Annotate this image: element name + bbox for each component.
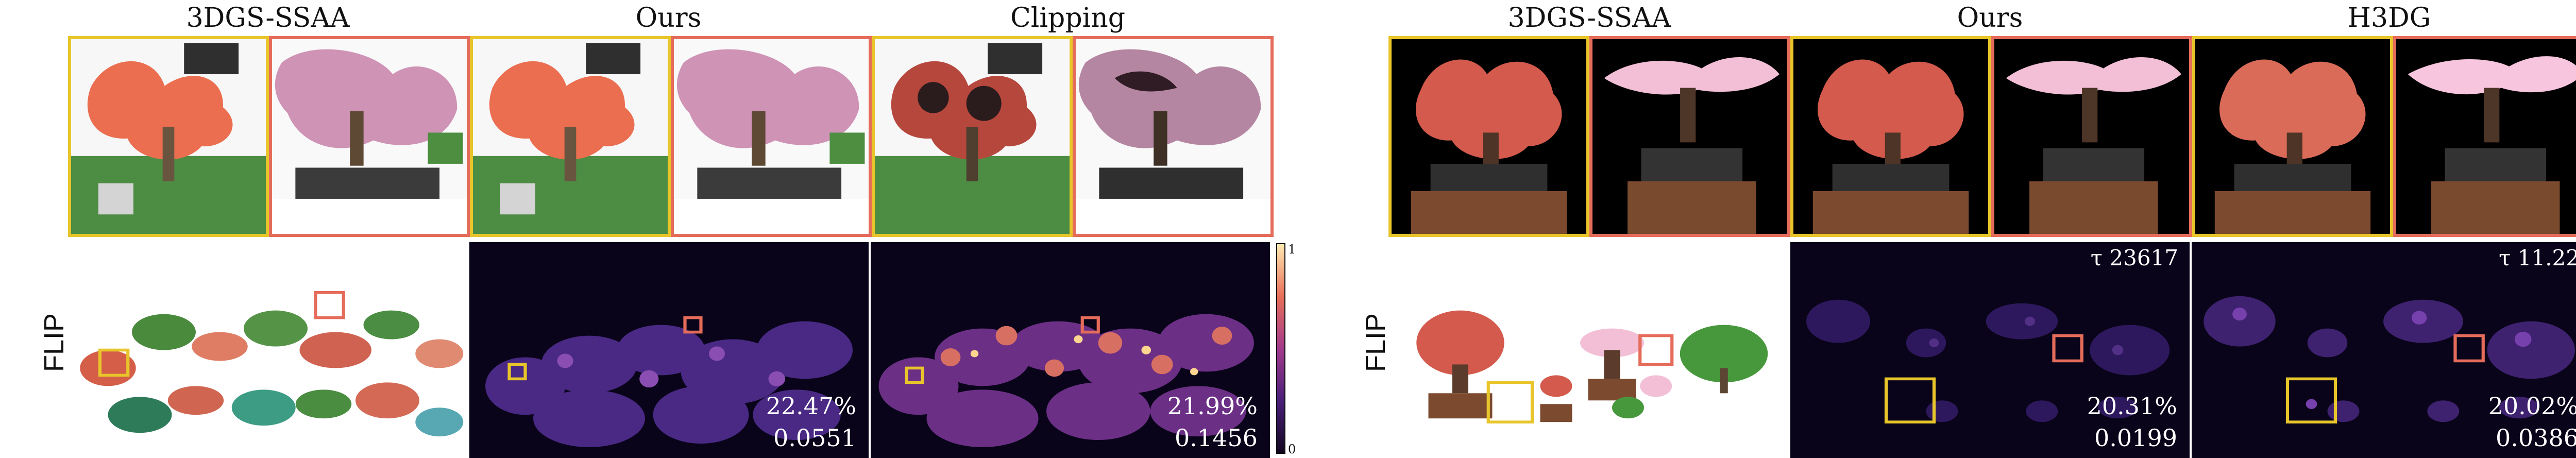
right-ssaa-red-crop	[1589, 36, 1790, 237]
right-ours-tau-value: τ 23617	[2090, 245, 2178, 270]
left-ssaa-red-crop	[269, 36, 470, 237]
right-ours-flip-map: τ 23617 20.31% 0.0199	[1790, 242, 2190, 458]
right-h3dg-tau-value: τ 11.22	[2499, 245, 2576, 270]
right-ssaa-yellow-crop	[1388, 36, 1589, 237]
left-clipping-red-crop	[1073, 36, 1274, 237]
right-title-ours: Ours	[1957, 3, 2023, 33]
right-title-3dgs-ssaa: 3DGS-SSAA	[1507, 3, 1671, 33]
left-colorbar-min-label: 0	[1288, 442, 1296, 456]
left-clipping-flip-score: 0.1456	[1175, 424, 1258, 452]
left-title-clipping: Clipping	[1010, 3, 1126, 33]
right-h3dg-flip-score: 0.0386	[2496, 424, 2576, 452]
left-ours-red-crop	[671, 36, 872, 237]
left-flip-label: FLIP	[39, 313, 70, 372]
left-title-3dgs-ssaa: 3DGS-SSAA	[186, 3, 350, 33]
left-title-ours: Ours	[635, 3, 702, 33]
left-ours-yellow-crop	[470, 36, 671, 237]
left-ours-flip-map: 22.47% 0.0551	[469, 242, 869, 458]
right-divider	[2190, 242, 2192, 458]
left-reference-scene	[68, 242, 467, 458]
right-ours-flip-percent: 20.31%	[2087, 392, 2177, 420]
right-h3dg-flip-map: τ 11.22 20.02% 0.0386	[2192, 242, 2576, 458]
right-ours-red-crop	[1991, 36, 2192, 237]
left-colorbar	[1276, 243, 1285, 454]
right-title-h3dg: H3DG	[2347, 3, 2431, 33]
right-h3dg-yellow-crop	[2192, 36, 2393, 237]
left-ours-flip-percent: 22.47%	[766, 392, 856, 420]
left-clipping-flip-map: 21.99% 0.1456	[871, 242, 1270, 458]
right-ours-flip-score: 0.0199	[2094, 424, 2177, 452]
right-h3dg-flip-percent: 20.02%	[2488, 392, 2576, 420]
right-ours-yellow-crop	[1790, 36, 1991, 237]
left-colorbar-max-label: 1	[1288, 242, 1296, 257]
left-clipping-flip-percent: 21.99%	[1167, 392, 1258, 420]
right-reference-scene	[1388, 242, 1788, 458]
left-clipping-yellow-crop	[872, 36, 1073, 237]
left-ours-flip-score: 0.0551	[773, 424, 856, 452]
left-ssaa-yellow-crop	[68, 36, 269, 237]
right-h3dg-red-crop	[2393, 36, 2576, 237]
left-divider	[869, 242, 871, 458]
